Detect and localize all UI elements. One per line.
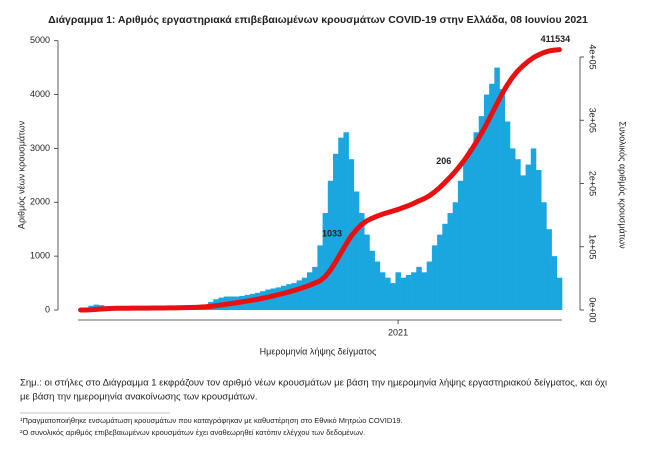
bar	[541, 202, 547, 310]
cumulative-line	[78, 47, 562, 313]
bar	[353, 191, 360, 310]
bar	[504, 121, 511, 311]
note: Σημ.: οι στήλες στο Διάγραμμα 1 εκφράζου…	[20, 378, 607, 389]
bar	[489, 83, 495, 310]
bar	[291, 283, 297, 310]
x-tick-label: 2021	[388, 327, 408, 337]
bar	[359, 213, 365, 310]
bar	[520, 175, 526, 310]
bar	[426, 261, 433, 310]
bar	[275, 287, 282, 310]
annotation: 411534	[541, 34, 571, 44]
bar	[515, 159, 521, 310]
bar	[431, 245, 438, 310]
bar	[312, 266, 318, 310]
bar	[530, 148, 537, 310]
bar	[494, 67, 500, 310]
y-tick-label: 4000	[30, 89, 50, 99]
bar	[379, 272, 386, 310]
bar	[301, 277, 308, 310]
bar	[473, 132, 480, 310]
annotation: 206	[436, 156, 451, 166]
bar	[296, 280, 303, 310]
bar	[499, 89, 506, 310]
y-tick-label: 1000	[30, 251, 50, 261]
note: με βάση την ημερομηνία ανακοίνωσης των κ…	[20, 392, 258, 403]
bar	[421, 272, 427, 310]
bar	[333, 153, 339, 310]
footnote: ¹Πραγματοποιήθηκε ενσωμάτωση κρουσμάτων …	[20, 416, 403, 425]
footnote: ²Ο συνολικός αριθμός επιβεβαιωμένων κρου…	[20, 428, 365, 437]
y-tick-label: 0	[45, 304, 50, 314]
y-tick-label: 5000	[30, 35, 50, 45]
bar	[457, 180, 464, 310]
bar	[364, 234, 370, 310]
y2-tick-label: 2e+05	[588, 171, 598, 196]
bar	[452, 202, 459, 310]
bar	[509, 148, 516, 310]
y2-tick-label: 4e+05	[588, 44, 598, 69]
bar	[306, 272, 313, 310]
bar	[385, 277, 391, 310]
y2-tick-label: 0e+00	[588, 297, 598, 322]
bar	[416, 266, 422, 310]
bar	[390, 283, 396, 310]
y-axis-label: Αριθμός νέων κρουσμάτων	[16, 120, 26, 229]
bar	[270, 288, 277, 310]
y2-axis-label: Συνολικός αριθμός κρουσμάτων	[618, 121, 628, 249]
x-axis-label: Ημερομηνία λήψης δείγματος	[260, 346, 377, 356]
bar	[483, 94, 490, 310]
bar	[400, 277, 407, 310]
bar	[463, 159, 469, 310]
bar	[286, 284, 292, 310]
y2-tick-label: 1e+05	[588, 234, 598, 259]
bar	[322, 213, 329, 310]
y-tick-label: 3000	[30, 143, 50, 153]
bar	[265, 289, 271, 310]
bar	[478, 116, 485, 311]
bar	[395, 272, 401, 310]
bar	[327, 180, 334, 310]
bar	[437, 234, 443, 310]
y-tick-label: 2000	[30, 197, 50, 207]
bar	[535, 169, 542, 310]
bar	[447, 213, 454, 310]
bar	[374, 261, 381, 310]
bar	[556, 277, 563, 310]
annotation: 1033	[322, 229, 342, 239]
bar	[468, 148, 474, 310]
bar	[525, 164, 532, 310]
bar	[338, 137, 344, 310]
bar	[442, 223, 448, 310]
bar	[405, 274, 412, 310]
bar	[280, 285, 287, 310]
bar	[343, 132, 349, 310]
bar	[411, 272, 417, 310]
bar	[551, 256, 558, 310]
bar	[546, 229, 552, 310]
chart-title: Διάγραμμα 1: Αριθμός εργαστηριακά επιβεβ…	[48, 14, 588, 26]
y2-tick-label: 3e+05	[588, 108, 598, 133]
bar	[369, 250, 375, 310]
